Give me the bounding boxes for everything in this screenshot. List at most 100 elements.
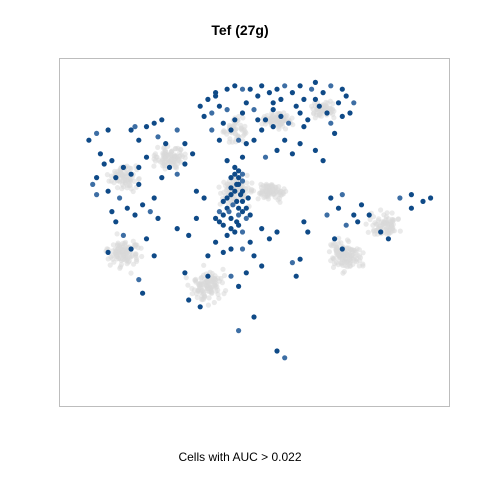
- high-auc-cell-point: [347, 110, 353, 116]
- high-auc-cell-point: [324, 110, 330, 116]
- high-auc-cell-point: [216, 209, 222, 215]
- high-auc-cell-point: [228, 192, 234, 198]
- high-auc-cell-point: [236, 205, 242, 211]
- high-auc-cell-point: [270, 107, 276, 113]
- background-cell-point: [189, 291, 195, 297]
- high-auc-cell-point: [147, 209, 153, 215]
- high-auc-cell-point: [239, 178, 246, 184]
- high-auc-cell-point: [274, 229, 280, 235]
- high-auc-cell-point: [228, 273, 234, 279]
- background-cell-point: [107, 262, 113, 268]
- background-cell-point: [333, 248, 339, 254]
- high-auc-cell-point: [320, 158, 326, 164]
- high-auc-cell-point: [305, 229, 311, 235]
- high-auc-cell-point: [259, 127, 265, 133]
- high-auc-cell-point: [312, 96, 318, 102]
- high-auc-cell-point: [236, 283, 242, 289]
- high-auc-cell-point: [385, 236, 391, 242]
- high-auc-cell-point: [174, 171, 180, 177]
- background-cell-point: [152, 158, 159, 164]
- background-cell-point: [135, 176, 142, 182]
- background-cell-point: [341, 269, 347, 275]
- background-cell-point: [365, 229, 371, 235]
- background-cell-point: [191, 287, 198, 293]
- background-cell-point: [104, 172, 110, 178]
- background-cell-point: [335, 257, 342, 263]
- high-auc-cell-point: [186, 232, 192, 238]
- background-cell-point: [344, 252, 350, 258]
- high-auc-cell-point: [182, 161, 188, 167]
- high-auc-cell-point: [282, 83, 288, 89]
- high-auc-cell-point: [159, 175, 165, 181]
- background-cell-point: [320, 108, 326, 114]
- high-auc-cell-point: [251, 253, 257, 259]
- background-cell-point: [117, 265, 123, 271]
- high-auc-cell-point: [355, 219, 361, 225]
- high-auc-cells-layer: [86, 79, 434, 361]
- high-auc-cell-point: [236, 212, 242, 218]
- high-auc-cell-point: [151, 253, 157, 259]
- background-cell-point: [183, 275, 189, 281]
- high-auc-cell-point: [105, 127, 111, 133]
- background-cell-point: [151, 163, 157, 169]
- background-cell-point: [318, 113, 324, 119]
- high-auc-cell-point: [247, 212, 253, 218]
- high-auc-cell-point: [228, 127, 234, 133]
- background-cell-point: [270, 183, 276, 189]
- background-cell-point: [216, 184, 222, 190]
- high-auc-cell-point: [90, 181, 96, 187]
- high-auc-cell-point: [328, 195, 334, 201]
- x-axis-label: Cells with AUC > 0.022: [178, 450, 302, 464]
- high-auc-cell-point: [286, 120, 292, 126]
- background-cell-point: [111, 180, 117, 186]
- high-auc-cell-point: [301, 124, 307, 130]
- background-cell-point: [384, 226, 390, 232]
- background-cell-point: [205, 285, 211, 292]
- high-auc-cell-point: [251, 137, 257, 143]
- high-auc-cell-point: [408, 205, 414, 211]
- background-cell-point: [132, 252, 139, 258]
- high-auc-cell-point: [232, 83, 238, 89]
- background-cell-point: [271, 191, 277, 197]
- background-cell-point: [221, 272, 228, 279]
- background-cell-point: [216, 295, 222, 301]
- high-auc-cell-point: [243, 270, 249, 276]
- background-cell-point: [226, 139, 232, 145]
- high-auc-cell-point: [132, 212, 138, 218]
- background-cell-point: [349, 247, 355, 254]
- high-auc-cell-point: [220, 222, 226, 228]
- background-cell-point: [131, 261, 137, 267]
- high-auc-cell-point: [262, 117, 269, 123]
- high-auc-cell-point: [278, 96, 284, 102]
- background-cell-point: [117, 167, 123, 174]
- background-cell-point: [182, 155, 188, 161]
- background-cell-point: [330, 255, 336, 261]
- background-cell-point: [139, 253, 145, 260]
- background-cell-point: [173, 163, 179, 170]
- high-auc-cell-point: [234, 219, 240, 225]
- high-auc-cell-point: [228, 226, 234, 232]
- high-auc-cell-point: [236, 175, 242, 181]
- high-auc-cell-point: [230, 202, 236, 208]
- background-cell-point: [124, 185, 130, 191]
- background-cell-point: [221, 189, 227, 195]
- high-auc-cell-point: [320, 90, 326, 96]
- high-auc-cell-point: [408, 192, 414, 198]
- high-auc-cell-point: [305, 117, 311, 123]
- background-cell-point: [336, 235, 342, 241]
- background-cell-point: [134, 242, 140, 248]
- high-auc-cell-point: [113, 175, 119, 181]
- background-cell-point: [138, 245, 144, 251]
- high-auc-cell-point: [213, 90, 219, 96]
- high-auc-cell-point: [301, 219, 307, 225]
- background-cell-point: [360, 261, 366, 267]
- high-auc-cell-point: [239, 154, 246, 160]
- chart-title: Tef (27g): [211, 22, 269, 38]
- high-auc-cell-point: [97, 151, 103, 157]
- background-cell-point: [236, 113, 242, 120]
- background-cell-point: [199, 288, 205, 294]
- background-cell-point: [128, 186, 134, 192]
- high-auc-cell-point: [297, 110, 303, 116]
- background-cell-point: [351, 256, 357, 262]
- background-cell-point: [376, 216, 382, 222]
